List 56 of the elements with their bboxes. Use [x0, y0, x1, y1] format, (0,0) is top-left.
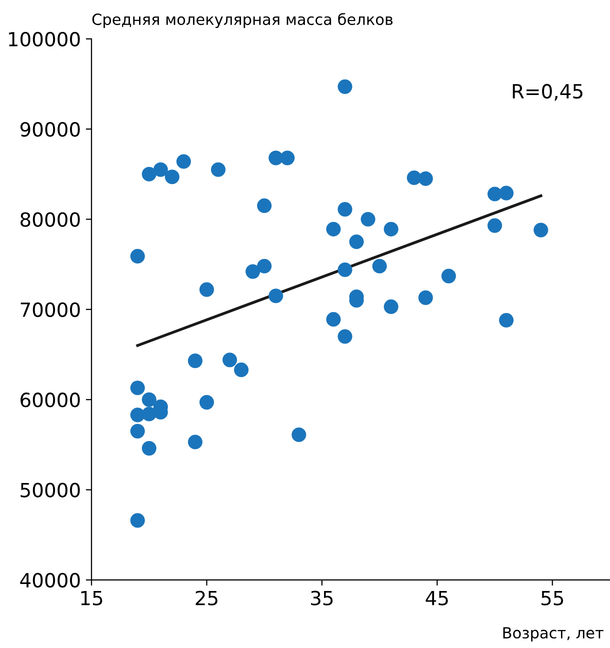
point	[199, 282, 214, 297]
x-axis-title: Возраст, лет	[503, 627, 604, 642]
point	[142, 392, 156, 407]
point	[142, 166, 156, 182]
point	[418, 290, 433, 305]
point	[130, 424, 145, 438]
point	[338, 329, 352, 344]
y-tick-label: 80000	[20, 212, 80, 227]
point	[176, 154, 191, 169]
y-tick-label: 90000	[20, 122, 80, 137]
point	[164, 170, 180, 184]
y-tick-label: 60000	[20, 392, 80, 408]
point	[188, 434, 202, 450]
point	[130, 380, 145, 396]
point	[188, 354, 202, 368]
point	[130, 513, 145, 528]
point	[130, 248, 145, 264]
y-tick-label: 50000	[20, 482, 80, 498]
point	[326, 312, 341, 327]
point	[210, 162, 226, 177]
point	[372, 258, 387, 274]
x-tick-label: 35	[311, 590, 333, 606]
point	[199, 395, 214, 410]
point	[441, 268, 456, 284]
point	[384, 222, 398, 236]
y-axis-title: Средняя молекулярная масса белков	[92, 13, 393, 28]
x-tick-label: 25	[196, 590, 218, 606]
point	[326, 222, 341, 236]
point	[280, 150, 295, 166]
point	[234, 362, 249, 378]
point	[268, 288, 284, 304]
point	[360, 212, 376, 227]
point	[499, 186, 514, 200]
point	[534, 222, 548, 238]
y-tick-label: 40000	[20, 572, 80, 588]
point	[499, 312, 514, 328]
point	[246, 264, 260, 279]
point	[487, 218, 502, 233]
point	[338, 262, 352, 278]
point	[384, 299, 398, 314]
x-tick-label: 15	[81, 590, 102, 606]
point	[338, 202, 352, 217]
point	[292, 427, 306, 442]
point	[257, 198, 272, 213]
annotation: R=0,45	[512, 84, 582, 101]
point	[338, 79, 352, 94]
point	[418, 171, 433, 186]
point	[142, 441, 156, 456]
y-tick-label: 70000	[20, 302, 80, 318]
point	[153, 162, 168, 177]
point	[222, 352, 238, 368]
point	[349, 234, 364, 250]
x-tick-label: 45	[426, 590, 448, 606]
y-tick-label: 100000	[8, 32, 80, 47]
x-tick-label: 55	[542, 590, 564, 606]
point	[257, 258, 272, 274]
